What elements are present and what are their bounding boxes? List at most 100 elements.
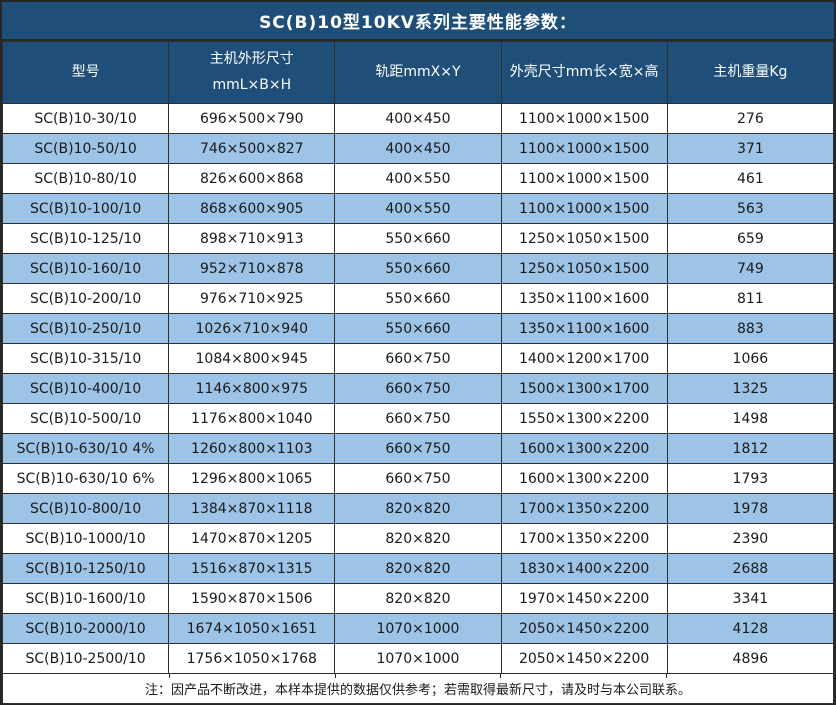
table-cell: SC(B)10-315/10 (1, 343, 170, 374)
table-cell: 1700×1350×2200 (500, 493, 668, 524)
table-cell: 1600×1300×2200 (500, 433, 668, 464)
table-cell: 1260×800×1103 (168, 433, 336, 464)
table-cell: 1700×1350×2200 (500, 523, 668, 554)
table-cell: 1516×870×1315 (168, 553, 336, 584)
table-cell: 820×820 (334, 583, 502, 614)
note-row: 注：因产品不断改进，本样本提供的数据仅供参考；若需取得最新尺寸，请及时与本公司联… (2, 673, 834, 704)
table-cell: SC(B)10-50/10 (1, 133, 170, 164)
table-body: SC(B)10-30/10 696×500×790 400×450 1100×1000… (1, 103, 835, 674)
table-cell: 1146×800×975 (168, 373, 336, 404)
table-row: SC(B)10-630/10 6% 1296×800×1065 660×750 160… (1, 463, 835, 494)
table-cell: 826×600×868 (168, 163, 336, 194)
table-cell: 660×750 (334, 343, 502, 374)
table-cell: 1250×1050×1500 (500, 223, 668, 254)
column-header: 外壳尺寸mm长×宽×高 (500, 41, 668, 104)
table-cell: 696×500×790 (168, 103, 336, 134)
table-row: SC(B)10-1250/10 1516×870×1315 820×820 1830×… (1, 553, 835, 584)
table-cell: 550×660 (334, 253, 502, 284)
table-cell: SC(B)10-100/10 (1, 193, 170, 224)
column-header: 主机重量Kg (666, 41, 835, 104)
table-cell: SC(B)10-800/10 (1, 493, 170, 524)
footnote: 注：因产品不断改进，本样本提供的数据仅供参考；若需取得最新尺寸，请及时与本公司联… (2, 673, 834, 704)
table-row: SC(B)10-50/10 746×500×827 400×450 1100×1000… (1, 133, 835, 164)
table-cell: 660×750 (334, 463, 502, 494)
table-cell: SC(B)10-400/10 (1, 373, 170, 404)
table-cell: SC(B)10-250/10 (1, 313, 170, 344)
table-row: SC(B)10-500/10 1176×800×1040 660×750 1550×1… (1, 403, 835, 434)
table-cell: 1970×1450×2200 (500, 583, 668, 614)
table-row: SC(B)10-1600/10 1590×870×1506 820×820 1970×… (1, 583, 835, 614)
table-row: SC(B)10-160/10 952×710×878 550×660 1250×105… (1, 253, 835, 284)
table-cell: 1400×1200×1700 (500, 343, 668, 374)
table-row: SC(B)10-200/10 976×710×925 550×660 1350×110… (1, 283, 835, 314)
table-cell: 1070×1000 (334, 643, 502, 674)
table-cell: 1500×1300×1700 (500, 373, 668, 404)
table-cell: 883 (666, 313, 835, 344)
table-cell: 4896 (666, 643, 835, 674)
table-cell: 276 (666, 103, 835, 134)
table-cell: 2390 (666, 523, 835, 554)
table-cell: 1084×800×945 (168, 343, 336, 374)
table-cell: 1350×1100×1600 (500, 313, 668, 344)
table-cell: 563 (666, 193, 835, 224)
table-cell: 660×750 (334, 433, 502, 464)
table-cell: 461 (666, 163, 835, 194)
table-cell: 1100×1000×1500 (500, 103, 668, 134)
table-cell: 1325 (666, 373, 835, 404)
table-cell: 820×820 (334, 493, 502, 524)
table-cell: 820×820 (334, 523, 502, 554)
table-cell: 1384×870×1118 (168, 493, 336, 524)
table-cell: SC(B)10-630/10 6% (1, 463, 170, 494)
table-cell: SC(B)10-200/10 (1, 283, 170, 314)
column-header: 型号 (1, 41, 170, 104)
table-cell: 1296×800×1065 (168, 463, 336, 494)
table-cell: 952×710×878 (168, 253, 336, 284)
table-cell: SC(B)10-1600/10 (1, 583, 170, 614)
table-row: SC(B)10-630/10 4% 1260×800×1103 660×750 160… (1, 433, 835, 464)
table-cell: 1600×1300×2200 (500, 463, 668, 494)
table-cell: SC(B)10-500/10 (1, 403, 170, 434)
table-cell: 400×450 (334, 133, 502, 164)
table-cell: 1978 (666, 493, 835, 524)
table-row: SC(B)10-1000/10 1470×870×1205 820×820 1700×… (1, 523, 835, 554)
table-row: SC(B)10-315/10 1084×800×945 660×750 1400×12… (1, 343, 835, 374)
table-cell: 550×660 (334, 223, 502, 254)
table-cell: 1793 (666, 463, 835, 494)
table-cell: 400×550 (334, 163, 502, 194)
table-cell: 1176×800×1040 (168, 403, 336, 434)
table-cell: 1070×1000 (334, 613, 502, 644)
table-cell: SC(B)10-30/10 (1, 103, 170, 134)
table-row: SC(B)10-800/10 1384×870×1118 820×820 1700×1… (1, 493, 835, 524)
table-cell: 1756×1050×1768 (168, 643, 336, 674)
table-header: 型号 主机外形尺寸 mmL×B×H 轨距mmX×Y 外壳尺寸mm长×宽×高 主机重量Kg (1, 41, 835, 104)
header-row: 型号 主机外形尺寸 mmL×B×H 轨距mmX×Y 外壳尺寸mm长×宽×高 主机重量Kg (1, 41, 835, 104)
table-cell: 2688 (666, 553, 835, 584)
table-cell: 1590×870×1506 (168, 583, 336, 614)
table-cell: 400×550 (334, 193, 502, 224)
table-row: SC(B)10-100/10 868×600×905 400×550 1100×100… (1, 193, 835, 224)
table-cell: SC(B)10-630/10 4% (1, 433, 170, 464)
table-cell: 1812 (666, 433, 835, 464)
table-cell: SC(B)10-80/10 (1, 163, 170, 194)
column-header: 轨距mmX×Y (334, 41, 502, 104)
table-cell: 746×500×827 (168, 133, 336, 164)
table-cell: 1498 (666, 403, 835, 434)
table-cell: 1100×1000×1500 (500, 133, 668, 164)
table-cell: 371 (666, 133, 835, 164)
table-cell: 1066 (666, 343, 835, 374)
table-cell: 1100×1000×1500 (500, 163, 668, 194)
table-cell: 550×660 (334, 283, 502, 314)
spec-table: 型号 主机外形尺寸 mmL×B×H 轨距mmX×Y 外壳尺寸mm长×宽×高 主机重量Kg … (1, 41, 835, 704)
table-cell: 1350×1100×1600 (500, 283, 668, 314)
table-cell: 660×750 (334, 403, 502, 434)
table-footer: 注：因产品不断改进，本样本提供的数据仅供参考；若需取得最新尺寸，请及时与本公司联… (2, 673, 834, 704)
table-cell: 898×710×913 (168, 223, 336, 254)
table-cell: 660×750 (334, 373, 502, 404)
table-cell: SC(B)10-2000/10 (1, 613, 170, 644)
table-cell: 1550×1300×2200 (500, 403, 668, 434)
table-cell: 1100×1000×1500 (500, 193, 668, 224)
table-cell: 749 (666, 253, 835, 284)
table-cell: SC(B)10-160/10 (1, 253, 170, 284)
table-cell: 3341 (666, 583, 835, 614)
table-cell: 1470×870×1205 (168, 523, 336, 554)
